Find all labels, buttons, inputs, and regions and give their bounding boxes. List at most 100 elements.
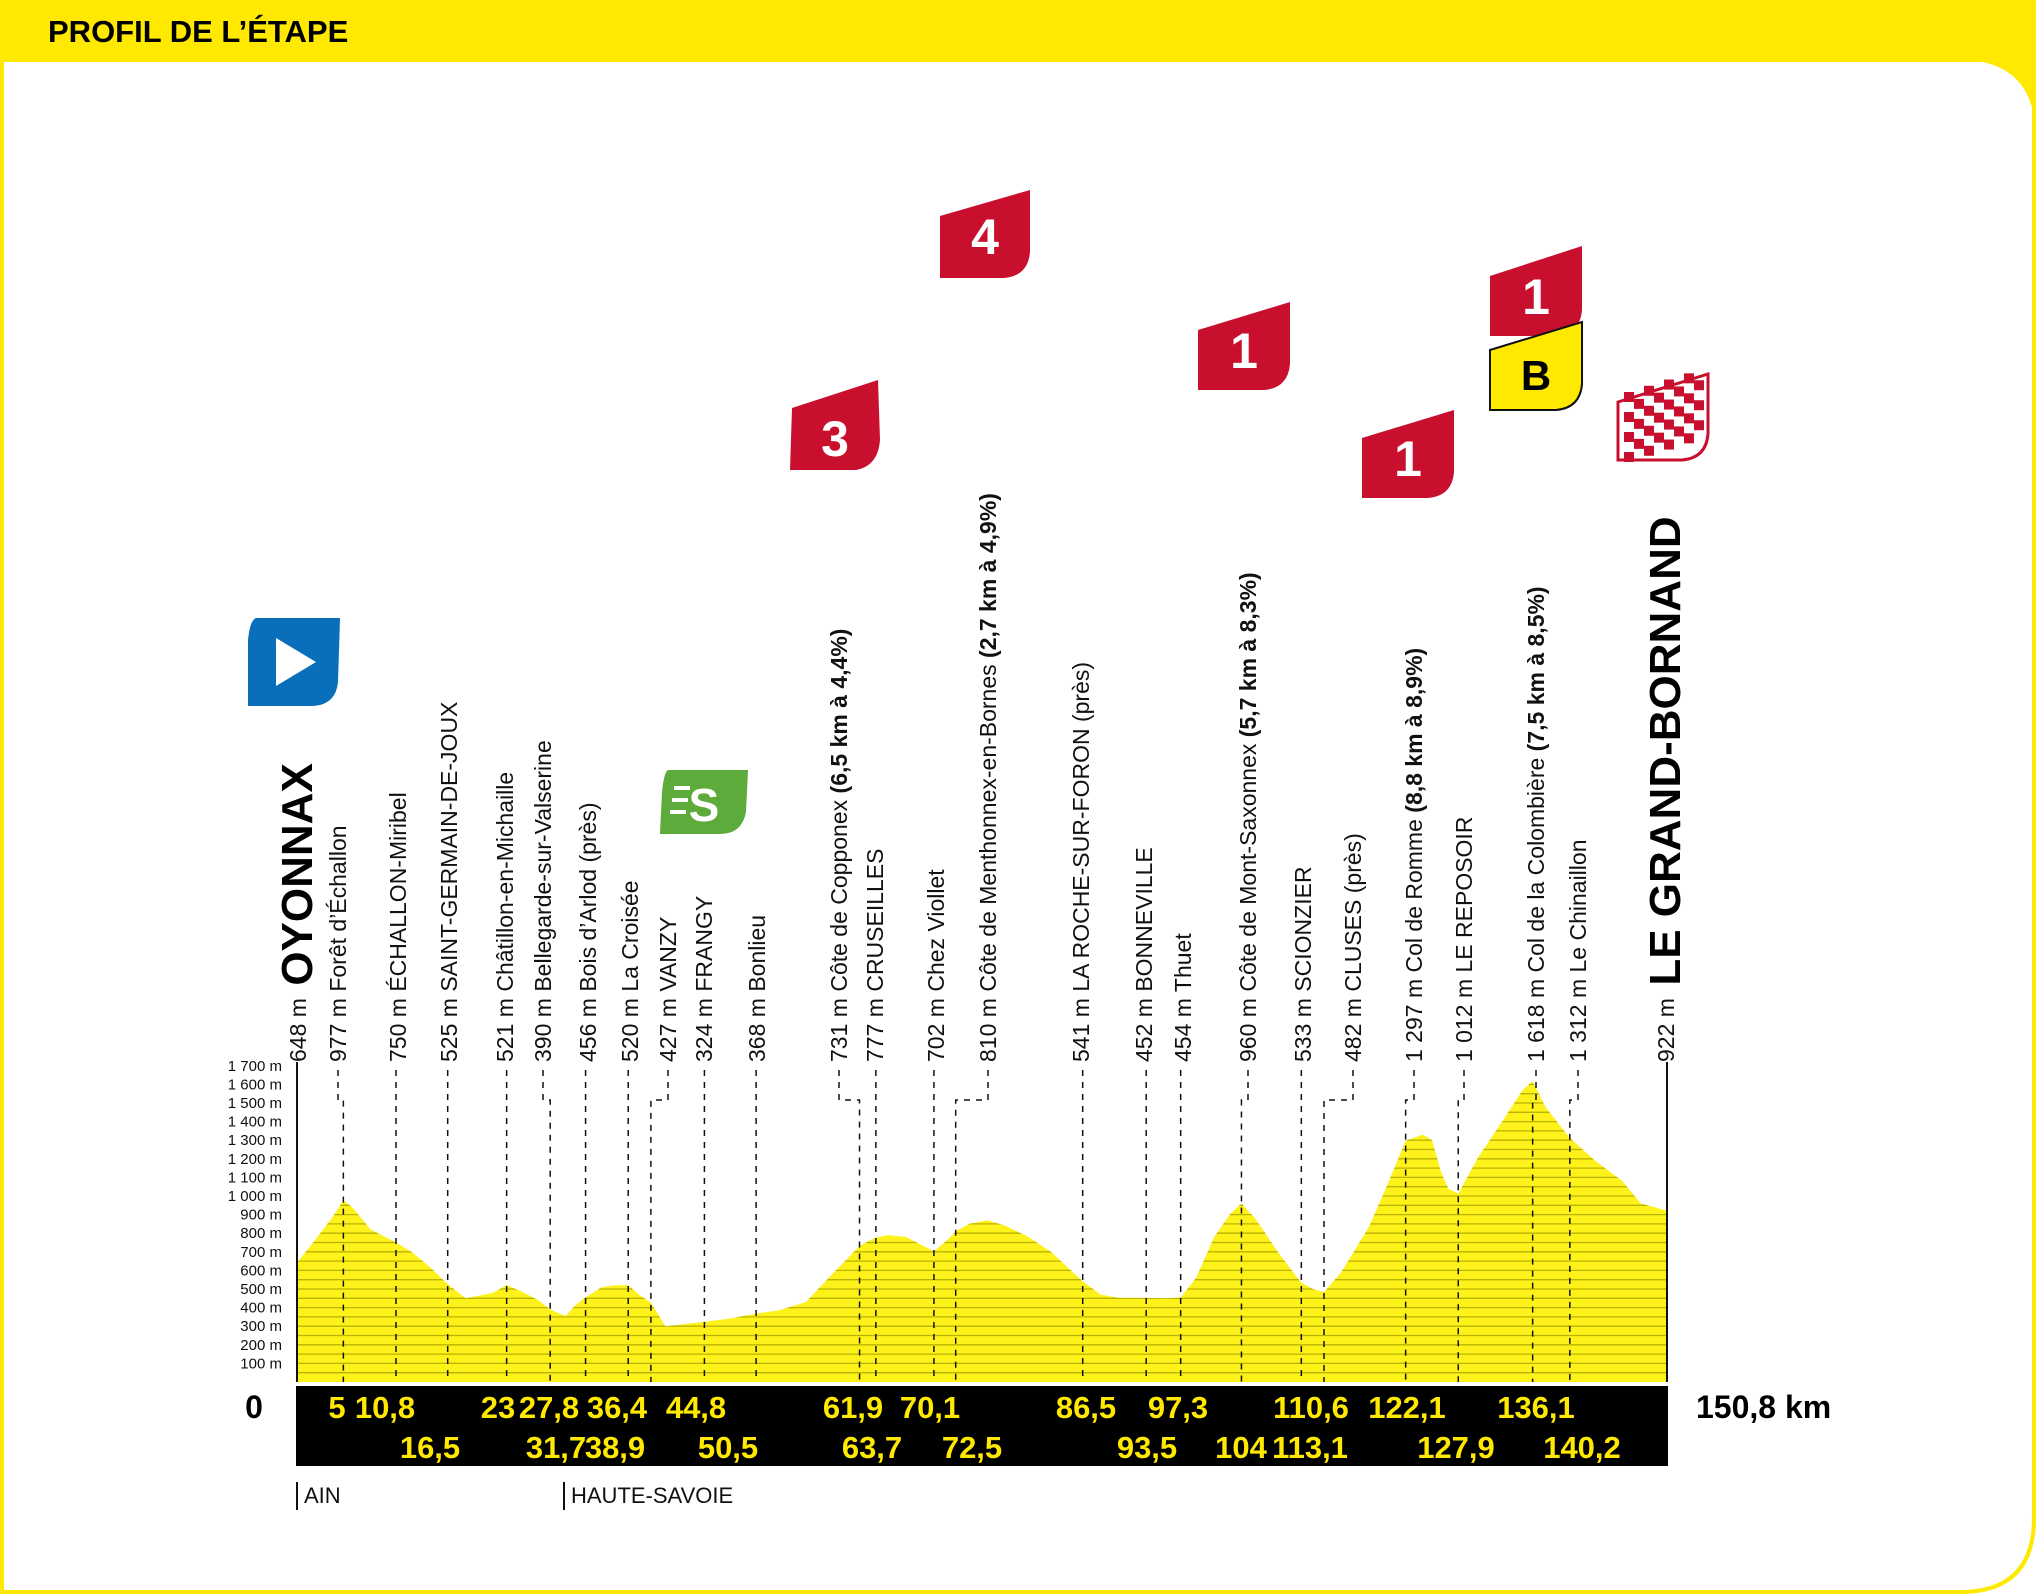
checker-square xyxy=(1694,380,1704,391)
km-label-bottom: 16,5 xyxy=(400,1430,460,1465)
km-label-bottom: 50,5 xyxy=(698,1430,758,1465)
waypoint-label-group: 454 m Thuet xyxy=(1170,933,1196,1062)
waypoint-altitude: 452 m xyxy=(1131,992,1157,1062)
waypoint-label-group: 922 m LE GRAND-BORNAND xyxy=(1641,516,1690,1062)
waypoint-label: 521 m Châtillon-en-Michaille xyxy=(492,772,518,1062)
waypoint-altitude: 777 m xyxy=(862,992,888,1062)
checker-square xyxy=(1694,420,1704,431)
sprint-badge-label: S xyxy=(689,779,720,831)
checker-square xyxy=(1644,385,1654,396)
waypoint-name: Col de la Colombière xyxy=(1523,758,1549,973)
waypoint-guide xyxy=(1531,1070,1537,1382)
checkered-flag-icon xyxy=(1624,373,1704,462)
checker-square xyxy=(1644,445,1654,456)
waypoint-altitude: 368 m xyxy=(744,992,770,1062)
waypoint-label-group: 702 m Chez Viollet xyxy=(923,869,949,1062)
waypoint-label: 525 m SAINT-GERMAIN-DE-JOUX xyxy=(436,702,462,1062)
waypoint-guide xyxy=(1323,1070,1354,1382)
y-tick-label: 1 100 m xyxy=(228,1169,282,1186)
checker-square xyxy=(1654,392,1664,403)
region-marker-haute-savoie xyxy=(563,1482,565,1510)
waypoint-label-group: 368 m Bonlieu xyxy=(744,915,770,1062)
waypoint-name: BONNEVILLE xyxy=(1131,847,1157,991)
waypoint-name: Côte de Mont-Saxonnex xyxy=(1235,743,1261,992)
y-tick-label: 1 500 m xyxy=(228,1095,282,1112)
climb-badge-romme: 1 xyxy=(1362,410,1454,498)
y-tick-label: 1 000 m xyxy=(228,1188,282,1205)
waypoint-name: La Croisée xyxy=(617,880,643,991)
sprint-badge: S xyxy=(660,770,748,834)
checker-square xyxy=(1624,412,1634,422)
km-label-top: 61,9 xyxy=(823,1390,883,1425)
waypoint-altitude: 1 012 m xyxy=(1451,973,1477,1063)
waypoint-name: LE REPOSOIR xyxy=(1451,817,1477,973)
waypoint-guide xyxy=(954,1070,989,1382)
region-marker-ain xyxy=(296,1482,298,1510)
checker-square xyxy=(1624,452,1634,462)
km-label-top: 44,8 xyxy=(666,1390,726,1425)
waypoint-label: 648 m OYONNAX xyxy=(273,763,322,1062)
km-labels-top: 0 5 10,8 23 27,8 36,4 44,8 61,9 70,1 86,5 97,3 110,… xyxy=(245,1389,1575,1425)
waypoint-label: 520 m La Croisée xyxy=(617,880,643,1062)
waypoint-altitude: 1 297 m xyxy=(1401,973,1427,1063)
waypoint-label-group: 427 m VANZY xyxy=(655,917,681,1062)
waypoint-name: CRUSEILLES xyxy=(862,849,888,992)
y-tick-label: 1 300 m xyxy=(228,1132,282,1149)
bonus-badge: B xyxy=(1489,320,1583,411)
waypoint-label: 390 m Bellegarde-sur-Valserine xyxy=(530,740,556,1062)
waypoint-label-group: 521 m Châtillon-en-Michaille xyxy=(492,772,518,1062)
checker-square xyxy=(1684,413,1694,424)
waypoint-name: Chez Viollet xyxy=(923,869,949,992)
region-ain: AIN xyxy=(304,1483,341,1508)
waypoint-label: 1 012 m LE REPOSOIR xyxy=(1451,817,1477,1062)
climb-badge-cat4: 4 xyxy=(940,190,1030,278)
checker-square xyxy=(1664,439,1674,450)
waypoint-label-group: 390 m Bellegarde-sur-Valserine xyxy=(530,740,556,1062)
waypoint-guide xyxy=(337,1070,345,1382)
checker-square xyxy=(1664,419,1674,430)
waypoint-label: 482 m CLUSES (près) xyxy=(1340,833,1366,1062)
waypoint-label: 454 m Thuet xyxy=(1170,933,1196,1062)
waypoint-name: Forêt d’Échallon xyxy=(325,825,351,991)
km-label-top: 5 xyxy=(328,1390,345,1425)
waypoint-name: CLUSES (près) xyxy=(1340,833,1366,991)
climb-badge-cat4-label: 4 xyxy=(971,209,999,265)
y-tick-label: 700 m xyxy=(240,1244,282,1261)
waypoint-label: 368 m Bonlieu xyxy=(744,915,770,1062)
waypoint-name: SAINT-GERMAIN-DE-JOUX xyxy=(436,702,462,992)
waypoint-guide xyxy=(1240,1070,1249,1382)
km-label-bottom: 140,2 xyxy=(1543,1430,1621,1465)
waypoint-label-group: 452 m BONNEVILLE xyxy=(1131,847,1157,1062)
waypoint-altitude: 1 312 m xyxy=(1565,973,1591,1063)
total-distance: 150,8 km xyxy=(1696,1389,1831,1425)
waypoint-label-group: 456 m Bois d’Arlod (près) xyxy=(575,802,601,1062)
waypoint-altitude: 1 618 m xyxy=(1523,973,1549,1063)
checker-square xyxy=(1634,438,1644,449)
checker-square xyxy=(1674,426,1684,437)
y-tick-label: 900 m xyxy=(240,1207,282,1224)
waypoint-label: 1 297 m Col de Romme (8,8 km à 8,9%) xyxy=(1401,648,1427,1062)
waypoint-altitude: 482 m xyxy=(1340,992,1366,1062)
checker-square xyxy=(1634,418,1644,429)
waypoint-label-group: 541 m LA ROCHE-SUR-FORON (près) xyxy=(1068,662,1094,1062)
waypoint-label-group: 482 m CLUSES (près) xyxy=(1340,833,1366,1062)
waypoint-label-group: 1 312 m Le Chinaillon xyxy=(1565,840,1591,1062)
waypoint-label-group: 977 m Forêt d’Échallon xyxy=(325,825,351,1062)
km-label-top: 23 xyxy=(481,1390,515,1425)
checker-square xyxy=(1674,406,1684,417)
waypoint-town-name: LE GRAND-BORNAND xyxy=(1641,516,1690,985)
waypoint-altitude: 456 m xyxy=(575,992,601,1062)
km-label-bottom: 104 xyxy=(1215,1430,1267,1465)
waypoint-label: 456 m Bois d’Arlod (près) xyxy=(575,802,601,1062)
waypoint-altitude: 922 m xyxy=(1653,992,1679,1062)
waypoint-label-group: 960 m Côte de Mont-Saxonnex (5,7 km à 8,… xyxy=(1235,572,1261,1062)
waypoint-guide xyxy=(1404,1070,1415,1382)
waypoint-altitude: 731 m xyxy=(826,992,852,1062)
checker-square xyxy=(1644,405,1654,416)
km-band xyxy=(296,1386,1668,1466)
climb-badge-colombiere: 1 xyxy=(1490,246,1582,336)
header-bar xyxy=(0,0,2036,60)
waypoint-name: Bellegarde-sur-Valserine xyxy=(530,740,556,991)
waypoint-name: Côte de Menthonnex-en-Bornes xyxy=(975,664,1001,991)
